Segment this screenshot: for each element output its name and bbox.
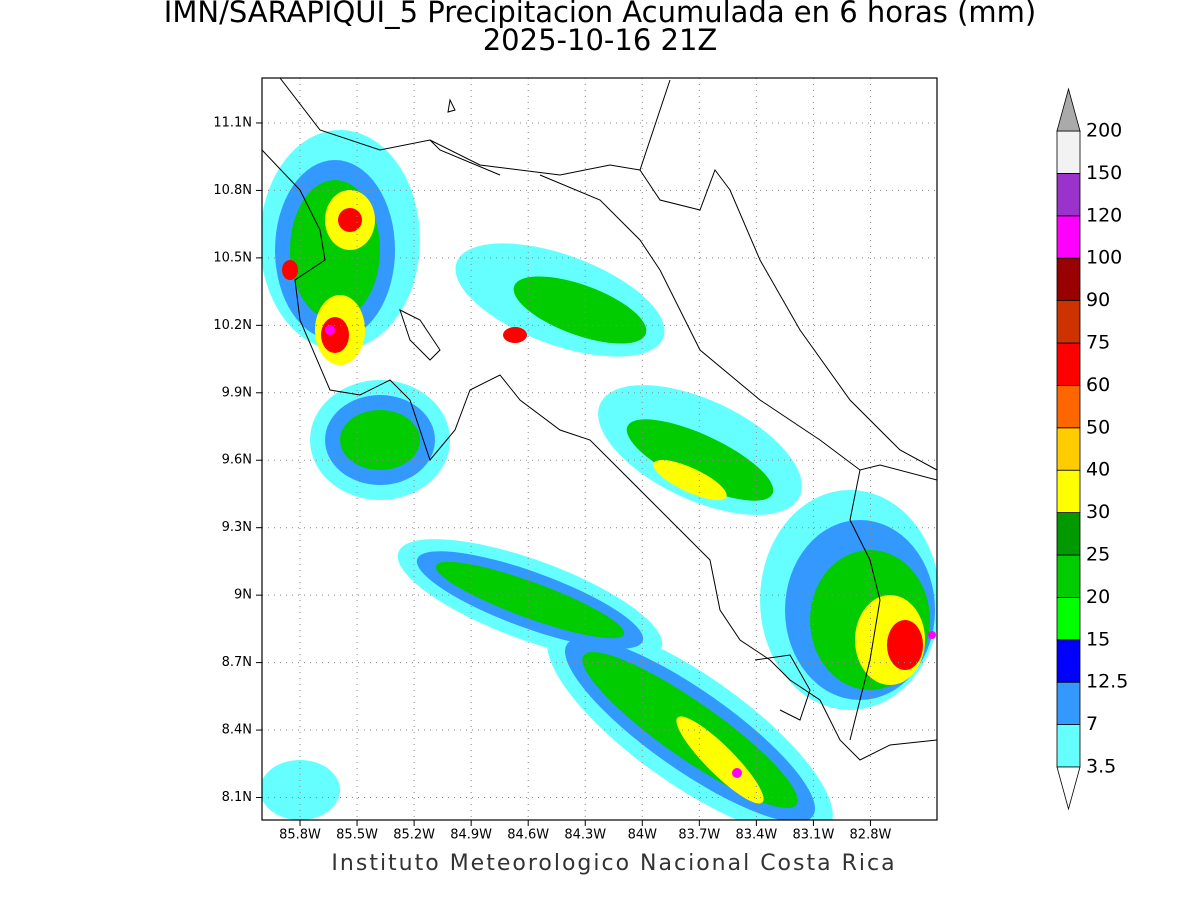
lat-tick-label: 11.1N [213, 115, 252, 130]
colorbar-swatch [1056, 342, 1081, 386]
colorbar-label: 15 [1086, 628, 1110, 650]
lat-tick-label: 9.3N [222, 520, 252, 535]
coastlines [262, 78, 937, 761]
lon-tick-label: 84W [628, 828, 658, 843]
lat-tick-label: 10.2N [213, 318, 252, 333]
colorbar-label: 120 [1086, 204, 1122, 226]
colorbar-swatch [1056, 427, 1081, 471]
colorbar-label: 60 [1086, 374, 1110, 396]
colorbar-swatch [1056, 681, 1081, 726]
colorbar-label: 150 [1086, 162, 1122, 184]
colorbar-over [1056, 87, 1081, 132]
colorbar-label: 20 [1086, 586, 1110, 608]
colorbar-label: 12.5 [1086, 671, 1128, 693]
colorbar-label: 25 [1086, 544, 1110, 566]
colorbar-label: 40 [1086, 459, 1110, 481]
lat-tick-label: 8.1N [222, 790, 252, 805]
lat-tick-label: 9.6N [222, 453, 252, 468]
lon-tick-label: 83.4W [735, 828, 777, 843]
lon-tick-label: 82.8W [850, 828, 892, 843]
colorbar-swatch [1056, 639, 1081, 683]
colorbar-under [1056, 766, 1081, 811]
lon-tick-label: 84.9W [450, 828, 492, 843]
colorbar-swatch [1056, 257, 1081, 302]
colorbar: 3.5 7 12.5 15 20 25 30 40 50 60 75 90 100 120 150 200 [1056, 87, 1128, 811]
colorbar-label: 75 [1086, 332, 1110, 354]
colorbar-swatch [1056, 300, 1081, 344]
lon-tick-label: 84.3W [564, 828, 606, 843]
map-subtitle: 2025-10-16 21Z [483, 23, 718, 57]
lon-tick-label: 85.8W [279, 828, 321, 843]
colorbar-label: 3.5 [1086, 756, 1116, 778]
lon-tick-label: 85.5W [336, 828, 378, 843]
lat-tick-label: 9N [234, 588, 252, 603]
colorbar-label: 90 [1086, 289, 1110, 311]
colorbar-swatch [1056, 724, 1081, 768]
colorbar-label: 30 [1086, 501, 1110, 523]
colorbar-label: 7 [1086, 713, 1098, 735]
colorbar-swatch [1056, 130, 1081, 174]
map-frame [261, 77, 938, 821]
colorbar-swatch [1056, 215, 1081, 259]
lat-tick-label: 8.4N [222, 723, 252, 738]
precipitation-field [262, 130, 937, 820]
lat-tick-label: 10.5N [213, 250, 252, 265]
lon-tick-label: 85.2W [393, 828, 435, 843]
lon-tick-label: 83.7W [678, 828, 720, 843]
lat-tick-label: 9.9N [222, 385, 252, 400]
footer: Instituto Meteorologico Nacional Costa R… [331, 851, 896, 876]
colorbar-swatch [1056, 554, 1081, 598]
colorbar-swatch [1056, 384, 1081, 429]
colorbar-swatch [1056, 172, 1081, 217]
colorbar-swatch [1056, 512, 1081, 556]
colorbar-swatch [1056, 469, 1081, 514]
lat-tick-label: 10.8N [213, 183, 252, 198]
map-title: IMN/SARAPIQUI_5 Precipitacion Acumulada … [164, 0, 1036, 29]
colorbar-label: 200 [1086, 120, 1122, 142]
lon-tick-label: 84.6W [507, 828, 549, 843]
colorbar-swatch [1056, 597, 1081, 641]
colorbar-label: 100 [1086, 247, 1122, 269]
lon-tick-label: 83.1W [793, 828, 835, 843]
lat-tick-label: 8.7N [222, 655, 252, 670]
colorbar-label: 50 [1086, 416, 1110, 438]
